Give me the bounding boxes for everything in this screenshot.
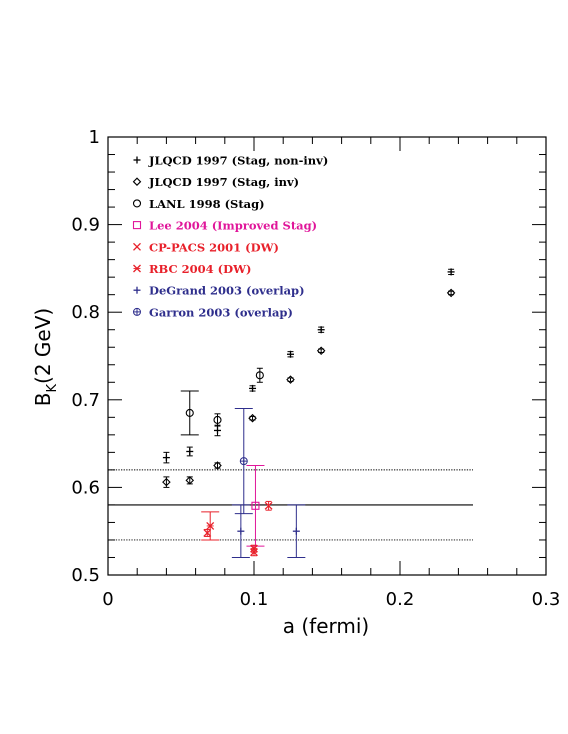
point-marker [185, 476, 195, 485]
data-point [231, 504, 250, 558]
point-marker [286, 375, 295, 384]
series-1 [162, 288, 456, 488]
x-tick-label: 0.1 [240, 589, 269, 610]
data-point [203, 528, 212, 537]
legend-item: Garron 2003 (overlap) [133, 305, 293, 319]
data-point [447, 268, 455, 276]
data-point [249, 384, 257, 392]
data-point [162, 476, 171, 488]
legend-item: RBC 2004 (DW) [133, 262, 251, 276]
data-point [248, 413, 257, 423]
legend-label: JLQCD 1997 (Stag, inv) [148, 175, 299, 189]
data-point [316, 346, 326, 356]
legend-marker-b [133, 242, 141, 251]
y-tick-label: 1 [89, 127, 100, 148]
point-marker [446, 288, 456, 298]
data-point [186, 446, 194, 457]
legend-label: RBC 2004 (DW) [149, 262, 251, 276]
legend: JLQCD 1997 (Stag, non-inv) JLQCD 1997 (St… [132, 154, 328, 319]
point-marker-b [264, 501, 273, 510]
series-3 [246, 465, 265, 547]
y-axis-label: BK(2 GeV) [31, 308, 60, 406]
legend-marker [132, 199, 142, 208]
y-tick-label: 0.9 [71, 215, 100, 236]
series-5 [201, 511, 258, 553]
data-marks [162, 268, 456, 558]
legend-label: JLQCD 1997 (Stag, non-inv) [148, 154, 328, 168]
point-marker-b [203, 528, 212, 537]
legend-label: Garron 2003 (overlap) [149, 305, 293, 319]
plot-area [107, 136, 547, 576]
data-point [213, 461, 222, 470]
point-marker [316, 346, 326, 356]
data-point [446, 288, 456, 298]
data-point [180, 390, 199, 436]
data-point [287, 350, 294, 358]
plot-frame [107, 136, 547, 576]
series-4 [203, 500, 273, 557]
data-point [317, 326, 325, 334]
point-marker [248, 413, 257, 423]
legend-label: Lee 2004 (Improved Stag) [149, 219, 317, 233]
x-tick-label: 0 [102, 589, 113, 610]
data-point [246, 465, 265, 547]
data-point [201, 511, 220, 541]
data-point [287, 504, 306, 558]
y-axis-label-main: B [31, 392, 55, 406]
point-marker [255, 371, 264, 380]
legend-item: Lee 2004 (Improved Stag) [132, 219, 317, 233]
point-marker [251, 501, 260, 510]
legend-item: JLQCD 1997 (Stag, non-inv) [133, 154, 328, 168]
series-6 [231, 504, 306, 558]
x-axis-label: a (fermi) [283, 614, 369, 638]
point-marker [213, 461, 222, 470]
data-point [214, 424, 221, 437]
y-tick-label: 0.6 [71, 477, 100, 498]
data-point [250, 544, 258, 553]
point-marker [162, 477, 171, 487]
x-tick-label: 0.2 [386, 589, 415, 610]
data-point [185, 476, 195, 485]
data-point [264, 500, 273, 511]
x-tick-label: 0.3 [532, 589, 561, 610]
y-tick-label: 0.8 [71, 302, 100, 323]
legend-label: DeGrand 2003 (overlap) [149, 284, 305, 298]
axis-ticks [107, 136, 547, 576]
data-point [234, 408, 253, 515]
legend-marker [132, 177, 142, 186]
legend-label: CP-PACS 2001 (DW) [149, 240, 279, 254]
legend-marker [132, 221, 142, 230]
series-7 [234, 408, 253, 515]
legend-label: LANL 1998 (Stag) [149, 197, 265, 211]
data-point [255, 367, 264, 383]
data-point [162, 451, 170, 464]
data-point [213, 413, 222, 427]
legend-item: LANL 1998 (Stag) [132, 197, 265, 211]
y-tick-label: 0.5 [71, 565, 100, 586]
legend-item: DeGrand 2003 (overlap) [133, 284, 305, 298]
y-tick-label: 0.7 [71, 390, 100, 411]
y-axis-label-subscript: K [45, 383, 60, 392]
series-2 [180, 367, 264, 436]
data-point [286, 375, 295, 384]
tick-labels: 0 0.1 0.2 0.3 0.5 0.6 0.7 0.8 0.9 1 [71, 127, 560, 610]
legend-item: CP-PACS 2001 (DW) [133, 240, 279, 254]
series-0 [162, 268, 455, 464]
point-marker [185, 408, 194, 417]
y-axis-label-tail: (2 GeV) [31, 308, 55, 384]
legend-item: JLQCD 1997 (Stag, inv) [132, 175, 299, 189]
point-marker [213, 415, 222, 424]
